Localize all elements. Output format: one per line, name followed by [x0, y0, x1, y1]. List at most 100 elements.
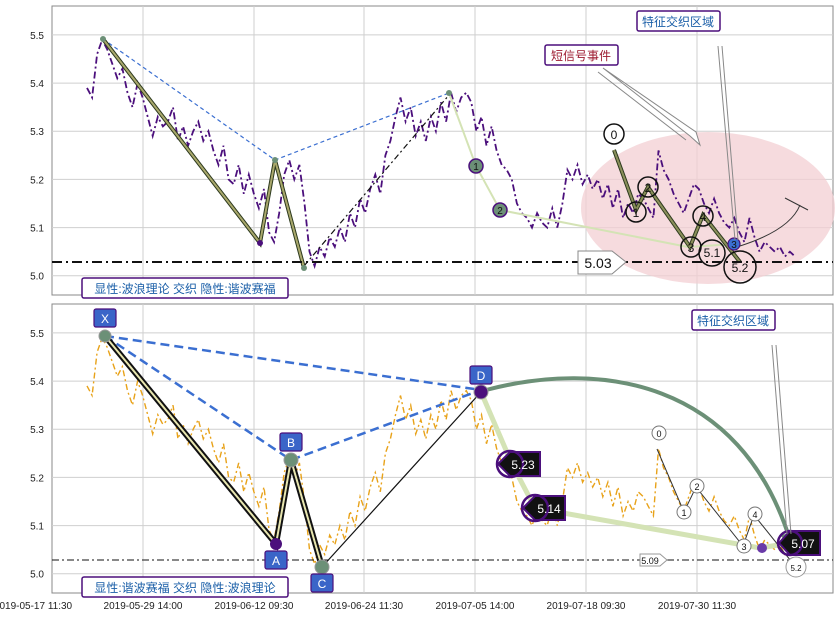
- bottom-interlace-annotation: 特征交织区域: [697, 313, 769, 328]
- harmonic-point-a-dot: [270, 538, 282, 550]
- x-axis: 2019-05-17 11:30 2019-05-29 14:00 2019-06-…: [0, 601, 737, 612]
- harmonic-label-box-d: [469, 365, 493, 385]
- wave-count-circle: [785, 556, 807, 578]
- wave-count-circle: [747, 506, 763, 522]
- harmonic-point-d-dot: [473, 384, 489, 400]
- price-line: [86, 37, 796, 270]
- top-price-series: [86, 37, 796, 270]
- bottom-level-value: 5.09: [641, 556, 659, 566]
- top-point-2-marker: [492, 202, 508, 218]
- bottom-level-arrow-box: [639, 553, 668, 567]
- x-tick-label: 2019-05-29 14:00: [104, 601, 183, 612]
- wave-count-circle: [637, 176, 659, 198]
- top-pivot-dot: [446, 90, 452, 96]
- bottom-interlace-annotation-box: [691, 309, 776, 331]
- value-box-507-ring: [776, 529, 804, 557]
- harmonic-label-b: B: [287, 436, 295, 450]
- value-box-514: [521, 495, 566, 521]
- top-harmonic-dashed-line: [102, 38, 450, 161]
- top-wave-counts: 0 1 2 3 4 5.1 5.2: [603, 123, 757, 284]
- y-tick-label: 5.1: [30, 224, 44, 235]
- top-pivot-dot: [272, 157, 278, 163]
- top-pivot-dot: [100, 36, 106, 42]
- bottom-price-series: [86, 335, 796, 567]
- top-level-arrow-box: [577, 250, 627, 275]
- wave-count-circle: [676, 504, 692, 520]
- wave-count-label: 1: [633, 206, 640, 220]
- harmonic-label-box-b: [279, 432, 303, 452]
- signal-annotation-arrow: [602, 67, 702, 147]
- signal-annotation: 短信号事件: [551, 49, 611, 63]
- harmonic-label-a: A: [272, 554, 280, 568]
- value-box-523: [496, 451, 541, 477]
- top-point-2-label: 2: [497, 206, 503, 217]
- wave-count-label: 4: [700, 210, 707, 224]
- wave-count-circle: [723, 250, 757, 284]
- top-legend-box: [81, 277, 289, 299]
- wave-count-label: 3: [688, 241, 695, 255]
- wave-count-circle: [651, 425, 667, 441]
- price-line: [86, 335, 796, 567]
- top-panel-frame: [51, 5, 834, 296]
- bottom-end-dot: [757, 543, 767, 553]
- top-legend: 显性:波浪理论 交织 隐性:谐波赛福: [94, 281, 275, 296]
- y-tick-label: 5.2: [30, 473, 44, 484]
- y-tick-label: 5.1: [30, 522, 44, 533]
- harmonic-label-d: D: [477, 369, 486, 383]
- bottom-projection-arc: [485, 376, 792, 541]
- top-wave-path-dark: [101, 37, 306, 269]
- y-tick-label: 5.4: [30, 79, 44, 90]
- harmonic-point-b-dot: [283, 452, 299, 468]
- wave-count-label: 3: [741, 542, 746, 552]
- top-annotation-pointer: [717, 45, 736, 241]
- wave-count-label: 0: [611, 128, 618, 142]
- x-tick-label: 2019-07-30 11:30: [658, 601, 737, 612]
- harmonic-label-c: C: [318, 577, 327, 591]
- bottom-annotation-pointer: [771, 344, 788, 535]
- y-tick-label: 5.0: [30, 272, 44, 283]
- bottom-harmonic-dashed-xd: [104, 334, 482, 392]
- top-point-1-label: 1: [473, 162, 479, 173]
- harmonic-label-box-a: [264, 550, 288, 570]
- top-dashdot-line: [303, 94, 450, 267]
- top-point-3-marker: [727, 237, 741, 251]
- bottom-harmonic-dashed-xbd: [104, 334, 482, 462]
- wave-count-label: 5.2: [732, 261, 749, 275]
- top-y-axis: 5.0 5.1 5.2 5.3 5.4 5.5: [30, 31, 44, 283]
- value-box-514-ring: [520, 493, 550, 523]
- bottom-annotation-pointer: [775, 344, 792, 535]
- bottom-xabc-fill: [104, 335, 323, 568]
- x-tick-label: 2019-07-05 14:00: [436, 601, 515, 612]
- top-pivot-dot: [257, 240, 263, 246]
- harmonic-label-box-c: [310, 573, 334, 593]
- y-tick-label: 5.4: [30, 377, 44, 388]
- value-box-507: [777, 530, 821, 556]
- top-pivot-dot: [301, 265, 307, 271]
- bottom-cd-line: [321, 391, 482, 568]
- wave-count-circle: [689, 478, 705, 494]
- wave-count-label: 5.2: [790, 564, 802, 573]
- wave-count-label: 4: [752, 510, 757, 520]
- top-arc-pointer: [739, 204, 801, 247]
- y-tick-label: 5.3: [30, 127, 44, 138]
- top-annotation-pointer: [721, 45, 739, 241]
- signal-annotation-arrow-edge: [597, 71, 687, 141]
- bottom-short-wave: [656, 448, 796, 567]
- wave-count-label: 2: [645, 181, 652, 195]
- harmonic-label-x: X: [101, 312, 109, 326]
- value-box-514-label: 5.14: [537, 502, 561, 516]
- value-box-523-ring: [495, 449, 525, 479]
- wave-count-circle: [736, 538, 752, 554]
- bottom-legend-box: [81, 576, 289, 598]
- wave-count-label: 1: [681, 508, 686, 518]
- value-box-507-label: 5.07: [791, 537, 815, 551]
- x-tick-label: 2019-07-18 09:30: [547, 601, 626, 612]
- top-arc-cap: [784, 197, 809, 211]
- top-point-3-label: 3: [731, 240, 737, 251]
- value-box-523-label: 5.23: [511, 458, 535, 472]
- top-interlace-annotation-box: [636, 10, 721, 32]
- x-tick-label: 2019-06-12 09:30: [215, 601, 294, 612]
- bottom-grid: [52, 304, 833, 593]
- wave-count-circle: [692, 205, 714, 227]
